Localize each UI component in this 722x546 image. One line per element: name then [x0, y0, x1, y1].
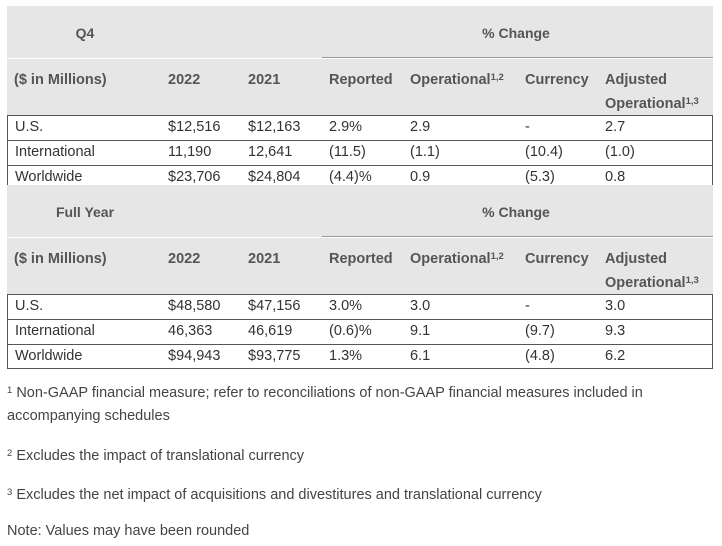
adjusted-cell: 0.8	[605, 169, 626, 185]
table-row: U.S. $48,580 $47,156 3.0% 3.0 - 3.0	[8, 295, 712, 320]
pct-change-rule	[322, 57, 713, 58]
operational-cell: 0.9	[410, 169, 431, 185]
value-2021-cell: $93,775	[248, 348, 301, 364]
q4-table: Q4 % Change ($ in Millions) 2022 2021 Re…	[7, 6, 713, 190]
adjusted-cell: 3.0	[605, 298, 626, 314]
adjusted-cell: 2.7	[605, 119, 626, 135]
period-label: Q4	[75, 25, 95, 41]
table-row: International 11,190 12,641 (11.5) (1.1)…	[8, 140, 712, 166]
col-2022: 2022	[168, 251, 201, 267]
full-year-header-band: Full Year % Change	[7, 185, 713, 237]
operational-cell: 2.9	[410, 119, 431, 135]
value-2021-cell: $12,163	[248, 119, 301, 135]
value-2021-cell: $24,804	[248, 169, 301, 185]
operational-cell: 9.1	[410, 323, 431, 339]
adjusted-cell: 6.2	[605, 348, 626, 364]
table-row: Worldwide $94,943 $93,775 1.3% 6.1 (4.8)…	[8, 344, 712, 370]
currency-cell: -	[525, 119, 530, 135]
value-2021-cell: $47,156	[248, 298, 301, 314]
pct-change-rule	[322, 236, 713, 237]
table-row: International 46,363 46,619 (0.6)% 9.1 (…	[8, 319, 712, 345]
full-year-column-header: ($ in Millions) 2022 2021 Reported Opera…	[7, 238, 713, 294]
region-cell: U.S.	[15, 119, 44, 135]
currency-cell: -	[525, 298, 530, 314]
footnote-3: 3 Excludes the net impact of acquisition…	[7, 487, 542, 503]
reported-cell: (0.6)%	[329, 323, 372, 339]
q4-header-band: Q4 % Change	[7, 6, 713, 58]
table-row: Worldwide $23,706 $24,804 (4.4)% 0.9 (5.…	[8, 165, 712, 191]
rounding-note: Note: Values may have been rounded	[7, 523, 250, 539]
col-2021: 2021	[248, 251, 281, 267]
currency-cell: (10.4)	[525, 144, 563, 160]
table-row: U.S. $12,516 $12,163 2.9% 2.9 - 2.7	[8, 116, 712, 141]
reported-cell: (4.4)%	[329, 169, 372, 185]
operational-cell: 6.1	[410, 348, 431, 364]
region-cell: International	[15, 144, 95, 160]
reported-cell: 3.0%	[329, 298, 363, 314]
col-reported: Reported	[329, 251, 393, 267]
value-2022-cell: $94,943	[168, 348, 221, 364]
adjusted-cell: (1.0)	[605, 144, 635, 160]
reported-cell: 2.9%	[329, 119, 363, 135]
col-adj-operational: Operational1,3	[605, 275, 699, 291]
region-cell: Worldwide	[15, 348, 83, 364]
reported-cell: (11.5)	[329, 144, 366, 160]
value-2021-cell: 12,641	[248, 144, 293, 160]
currency-cell: (5.3)	[525, 169, 555, 185]
col-operational: Operational1,2	[410, 251, 504, 267]
value-2022-cell: $48,580	[168, 298, 221, 314]
currency-cell: (4.8)	[525, 348, 555, 364]
pct-change-label: % Change	[482, 204, 550, 220]
footnote-1: 1 Non-GAAP financial measure; refer to r…	[7, 385, 643, 424]
region-cell: International	[15, 323, 95, 339]
pct-change-label: % Change	[482, 25, 550, 41]
value-2022-cell: $12,516	[168, 119, 221, 135]
currency-cell: (9.7)	[525, 323, 555, 339]
region-cell: Worldwide	[15, 169, 83, 185]
region-cell: U.S.	[15, 298, 44, 314]
q4-data-rows: U.S. $12,516 $12,163 2.9% 2.9 - 2.7 Inte…	[7, 115, 713, 190]
value-2022-cell: $23,706	[168, 169, 221, 185]
full-year-table: Full Year % Change ($ in Millions) 2022 …	[7, 185, 713, 369]
col-2022: 2022	[168, 72, 201, 88]
col-reported: Reported	[329, 72, 393, 88]
col-label: ($ in Millions)	[14, 72, 107, 88]
full-year-data-rows: U.S. $48,580 $47,156 3.0% 3.0 - 3.0 Inte…	[7, 294, 713, 369]
col-adj-operational: Operational1,3	[605, 96, 699, 112]
operational-cell: (1.1)	[410, 144, 440, 160]
col-currency: Currency	[525, 72, 589, 88]
col-operational: Operational1,2	[410, 72, 504, 88]
col-label: ($ in Millions)	[14, 251, 107, 267]
col-2021: 2021	[248, 72, 281, 88]
col-currency: Currency	[525, 251, 589, 267]
value-2022-cell: 11,190	[168, 144, 212, 160]
value-2021-cell: 46,619	[248, 323, 293, 339]
operational-cell: 3.0	[410, 298, 431, 314]
q4-column-header: ($ in Millions) 2022 2021 Reported Opera…	[7, 59, 713, 115]
adjusted-cell: 9.3	[605, 323, 626, 339]
value-2022-cell: 46,363	[168, 323, 213, 339]
reported-cell: 1.3%	[329, 348, 363, 364]
period-label: Full Year	[55, 204, 115, 220]
footnote-2: 2 Excludes the impact of translational c…	[7, 448, 305, 464]
col-adjusted: Adjusted	[605, 72, 668, 88]
col-adjusted: Adjusted	[605, 251, 668, 267]
